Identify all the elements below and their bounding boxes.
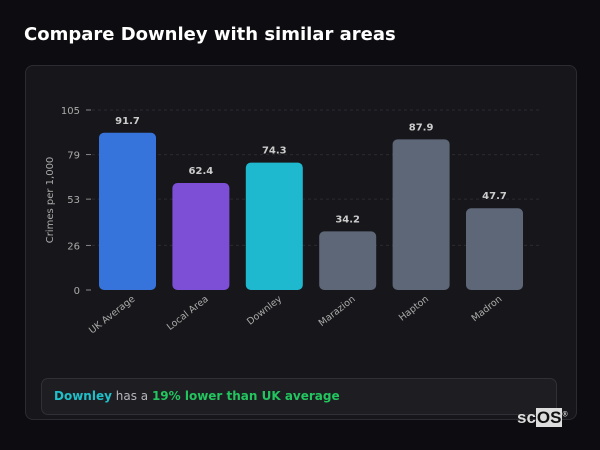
comparison-note: Downley has a 19% lower than UK average <box>41 378 557 415</box>
note-area: Downley <box>54 389 112 403</box>
data-label: 87.9 <box>409 122 434 133</box>
data-label: 74.3 <box>262 146 287 157</box>
y-tick-label: 53 <box>67 195 80 206</box>
bar <box>319 231 377 290</box>
x-tick-label: UK Average <box>87 294 137 337</box>
y-tick-label: 26 <box>67 241 80 252</box>
x-tick-label: Hapton <box>397 294 431 324</box>
x-tick-label: Marazion <box>317 294 358 329</box>
x-tick-label: Local Area <box>165 294 211 333</box>
y-axis-label: Crimes per 1,000 <box>45 157 56 244</box>
logo: scOS® <box>517 408 568 427</box>
y-tick-label: 79 <box>67 151 80 162</box>
note-comparison: 19% lower than UK average <box>151 389 340 403</box>
x-tick-label: Madron <box>470 294 505 325</box>
y-tick-label: 0 <box>74 286 80 297</box>
y-tick-label: 105 <box>61 106 80 117</box>
page-title: Compare Downley with similar areas <box>24 24 396 45</box>
data-label: 91.7 <box>115 116 140 127</box>
x-tick-label: Downley <box>245 293 284 327</box>
bar <box>245 162 303 290</box>
bar <box>172 183 230 290</box>
data-label: 34.2 <box>335 214 360 225</box>
data-label: 62.4 <box>189 166 214 177</box>
data-label: 47.7 <box>482 191 507 202</box>
bar <box>392 139 450 290</box>
note-text: has a <box>111 389 152 403</box>
bar <box>99 132 156 290</box>
bar <box>466 208 523 290</box>
